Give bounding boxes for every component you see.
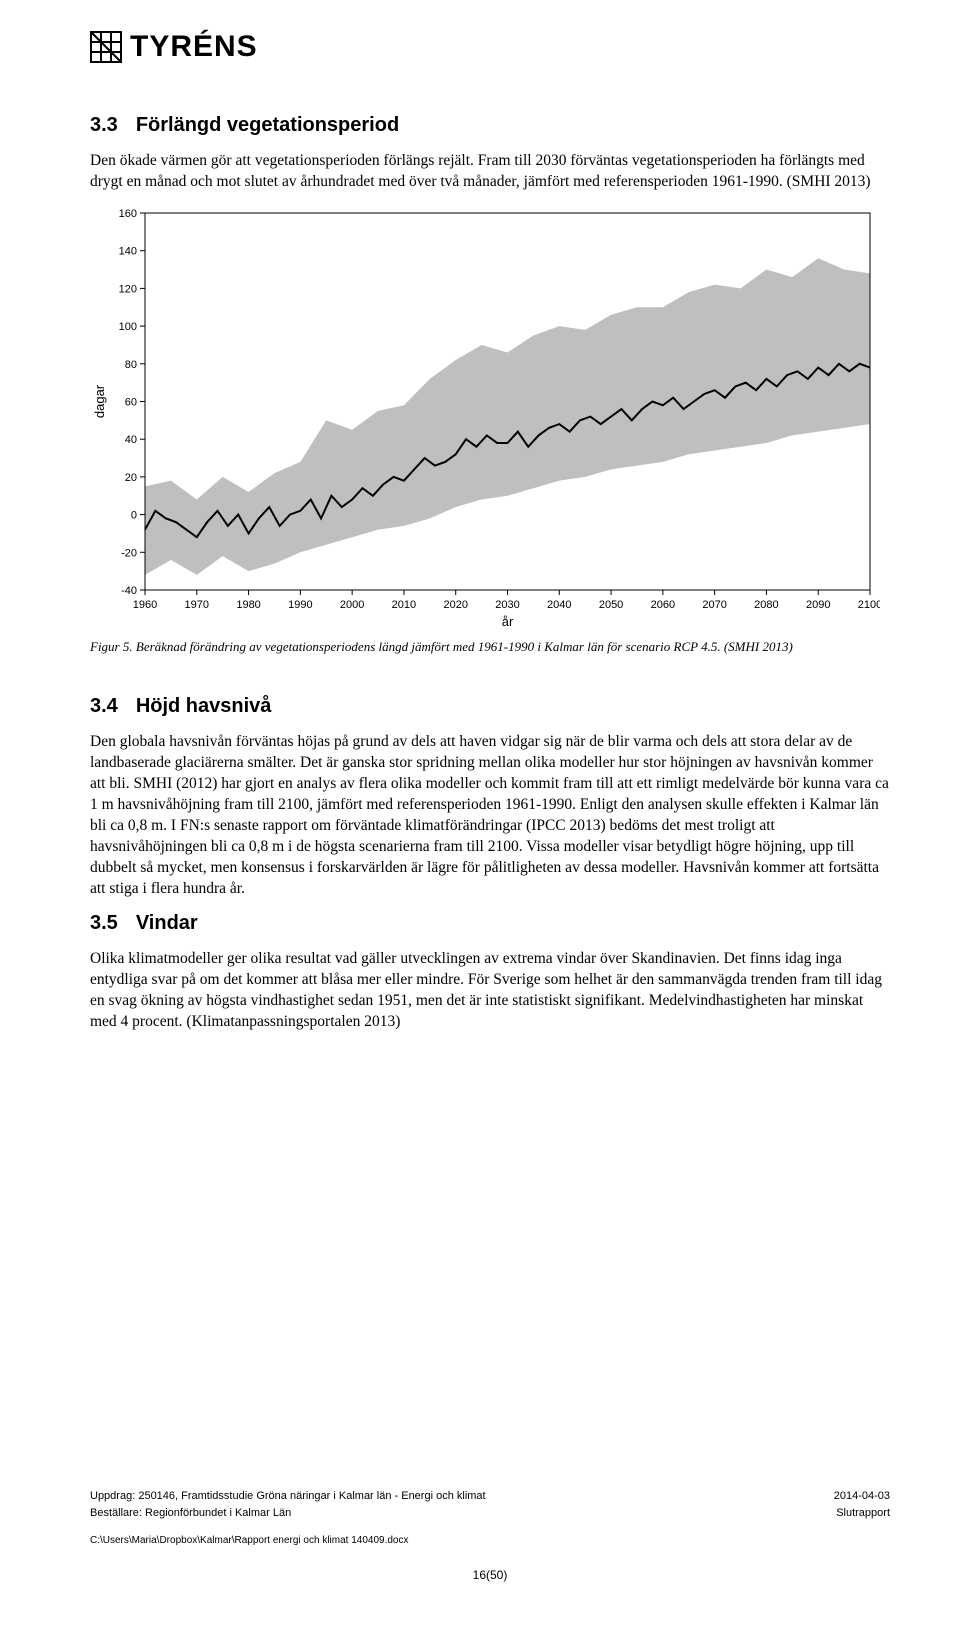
svg-text:1960: 1960 bbox=[133, 599, 157, 611]
svg-text:2100: 2100 bbox=[858, 599, 880, 611]
svg-text:dagar: dagar bbox=[92, 384, 107, 418]
footer: Uppdrag: 250146, Framtidsstudie Gröna nä… bbox=[90, 1488, 890, 1584]
para-3-3: Den ökade värmen gör att vegetationsperi… bbox=[90, 151, 890, 193]
heading-3-5: 3.5Vindar bbox=[90, 912, 890, 935]
svg-text:160: 160 bbox=[119, 208, 137, 220]
para-3-5: Olika klimatmodeller ger olika resultat … bbox=[90, 949, 890, 1033]
svg-text:1990: 1990 bbox=[288, 599, 312, 611]
footer-uppdrag: Uppdrag: 250146, Framtidsstudie Gröna nä… bbox=[90, 1488, 486, 1505]
footer-bestallare: Beställare: Regionförbundet i Kalmar Län bbox=[90, 1505, 291, 1522]
svg-text:60: 60 bbox=[125, 396, 137, 408]
svg-text:2080: 2080 bbox=[754, 599, 778, 611]
svg-text:2030: 2030 bbox=[495, 599, 519, 611]
para-3-4: Den globala havsnivån förväntas höjas på… bbox=[90, 732, 890, 899]
svg-text:140: 140 bbox=[119, 246, 137, 258]
svg-text:100: 100 bbox=[119, 321, 137, 333]
svg-text:år: år bbox=[502, 614, 514, 629]
footer-path: C:\Users\Maria\Dropbox\Kalmar\Rapport en… bbox=[90, 1533, 890, 1548]
svg-text:1980: 1980 bbox=[236, 599, 260, 611]
footer-doctype: Slutrapport bbox=[836, 1505, 890, 1522]
heading-3-4: 3.4Höjd havsnivå bbox=[90, 695, 890, 718]
svg-text:2050: 2050 bbox=[599, 599, 623, 611]
svg-text:120: 120 bbox=[119, 283, 137, 295]
svg-text:2010: 2010 bbox=[392, 599, 416, 611]
figure-5-caption: Figur 5. Beräknad förändring av vegetati… bbox=[90, 638, 890, 656]
svg-text:2020: 2020 bbox=[443, 599, 467, 611]
svg-text:2060: 2060 bbox=[651, 599, 675, 611]
svg-text:40: 40 bbox=[125, 434, 137, 446]
logo-text: TYRÉNS bbox=[130, 30, 258, 64]
svg-text:1970: 1970 bbox=[185, 599, 209, 611]
svg-text:2070: 2070 bbox=[702, 599, 726, 611]
logo: TYRÉNS bbox=[90, 30, 890, 64]
svg-text:80: 80 bbox=[125, 359, 137, 371]
svg-text:2000: 2000 bbox=[340, 599, 364, 611]
footer-date: 2014-04-03 bbox=[834, 1488, 890, 1505]
svg-text:-20: -20 bbox=[121, 547, 137, 559]
footer-page: 16(50) bbox=[90, 1566, 890, 1584]
heading-3-3: 3.3Förlängd vegetationsperiod bbox=[90, 114, 890, 137]
svg-text:2090: 2090 bbox=[806, 599, 830, 611]
svg-text:2040: 2040 bbox=[547, 599, 571, 611]
logo-icon bbox=[90, 31, 122, 63]
figure-5-chart: 1960197019801990200020102020203020402050… bbox=[90, 205, 880, 630]
svg-text:20: 20 bbox=[125, 472, 137, 484]
svg-text:0: 0 bbox=[131, 509, 137, 521]
svg-text:-40: -40 bbox=[121, 585, 137, 597]
